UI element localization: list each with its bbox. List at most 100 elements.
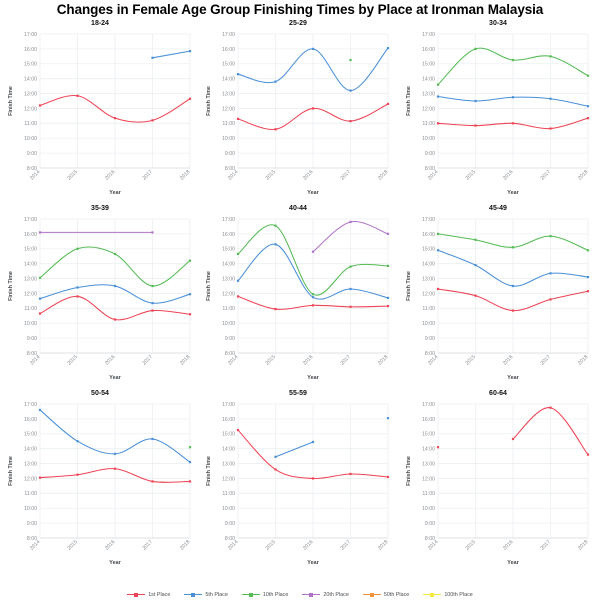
legend-item[interactable]: 20th Place [302,591,349,598]
y-tick-label: 11:00 [222,306,235,312]
page-title: Changes in Female Age Group Finishing Ti… [56,2,544,17]
data-point-marker [188,50,192,53]
data-point-marker [151,56,154,59]
y-tick-label: 12:00 [422,291,435,297]
data-point-marker [436,232,440,235]
data-point-marker [586,453,590,456]
legend-label: 50th Place [383,591,410,598]
y-tick-label: 8:00 [225,536,235,542]
y-tick-label: 15:00 [222,432,235,438]
y-tick-label: 10:00 [222,136,235,142]
legend-item[interactable]: 1st Place [127,591,170,598]
y-tick-label: 14:00 [222,447,235,453]
y-tick-label: 12:00 [24,106,37,112]
data-point-marker [38,297,42,300]
panel-plot: 8:00 9:00 10:00 11:00 12:00 13:00 14:00 15:00 16… [406,217,590,381]
y-tick-label: 17:00 [24,32,37,38]
data-point-marker [436,95,440,98]
y-tick-label: 15:00 [222,62,235,68]
y-tick-label: 16:00 [222,232,235,238]
y-tick-label: 11:00 [422,121,435,127]
y-axis-label: Finish Time [8,271,14,301]
data-point-marker [38,312,42,315]
y-tick-label: 9:00 [27,336,37,342]
x-axis-label: Year [109,560,121,566]
data-point-marker [311,440,315,444]
legend-label: 100th Place [444,591,473,598]
data-point-marker [474,99,477,103]
data-point-marker [586,105,590,108]
x-tick-label: 2017 [540,354,552,366]
x-tick-label: 2018 [377,169,389,181]
panel-title: 18-24 [91,20,109,27]
data-point-marker [474,294,477,297]
data-point-marker [311,296,315,299]
y-tick-label: 8:00 [425,536,435,542]
chart-legend: 1st Place 5th Place 10th Place 20th Place 50… [0,591,600,598]
y-tick-label: 15:00 [422,247,435,253]
data-point-marker [549,406,552,409]
data-point-marker [274,468,277,471]
data-point-marker [151,480,154,483]
y-tick-label: 9:00 [425,336,435,342]
y-tick-label: 11:00 [24,121,37,127]
y-tick-label: 13:00 [222,91,235,97]
data-point-marker [586,275,590,279]
legend-item[interactable]: 50th Place [362,591,410,598]
y-tick-label: 13:00 [24,91,37,97]
data-point-marker [188,313,192,316]
y-tick-label: 12:00 [222,476,235,482]
y-tick-label: 15:00 [422,62,435,68]
y-tick-label: 10:00 [222,506,235,512]
y-tick-label: 8:00 [27,166,37,172]
y-tick-label: 12:00 [422,476,435,482]
panel-plot: 8:00 9:00 10:00 11:00 12:00 13:00 14:00 15:00 16… [406,402,590,566]
data-point-marker [113,318,117,321]
data-point-marker [311,293,315,296]
x-tick-label: 2015 [465,539,477,551]
y-tick-label: 8:00 [27,536,37,542]
x-tick-label: 2017 [142,539,154,551]
legend-label: 1st Place [148,591,171,598]
x-axis-label: Year [109,190,121,196]
data-point-marker [386,305,390,308]
y-tick-label: 16:00 [24,417,37,423]
y-tick-label: 8:00 [425,351,435,357]
x-tick-label: 2016 [104,539,116,551]
legend-item[interactable]: 5th Place [184,591,228,598]
data-point-marker [76,440,79,443]
y-tick-label: 17:00 [24,402,37,408]
y-tick-label: 14:00 [222,262,235,268]
y-tick-label: 15:00 [24,247,37,253]
y-tick-label: 13:00 [24,276,37,282]
legend-item[interactable]: 10th Place [241,591,288,598]
data-point-marker [586,74,590,77]
y-tick-label: 9:00 [27,521,37,527]
data-point-marker [76,286,79,289]
data-point-marker [511,309,515,312]
data-point-marker [274,243,277,246]
y-tick-label: 13:00 [24,461,37,467]
x-tick-label: 2015 [67,354,79,366]
data-point-marker [386,296,390,300]
x-tick-label: 2015 [265,169,277,181]
panel-45-49: 45-49 8:00 9:00 10:00 11:00 12:00 13:00 14:00 15… [400,205,596,388]
y-tick-label: 16:00 [24,47,37,53]
panel-plot: 8:00 9:00 10:00 11:00 12:00 13:00 14:00 15:00 16… [406,32,590,196]
data-point-marker [151,309,154,312]
data-point-marker [274,128,277,131]
data-point-marker [274,80,277,83]
x-tick-label: 2016 [302,539,314,551]
y-tick-label: 12:00 [222,106,235,112]
y-tick-label: 16:00 [422,232,435,238]
data-point-marker [549,235,552,238]
legend-marker [309,592,314,597]
x-tick-label: 2015 [265,354,277,366]
legend-item[interactable]: 100th Place [423,591,473,598]
data-point-marker [386,264,390,267]
data-point-marker [511,96,515,99]
x-axis-label: Year [307,560,319,566]
y-tick-label: 15:00 [24,62,37,68]
panel-18-24: 18-24 8:00 9:00 10:00 11:00 12:00 13:00 14:00 15… [2,20,198,203]
y-tick-label: 11:00 [24,306,37,312]
